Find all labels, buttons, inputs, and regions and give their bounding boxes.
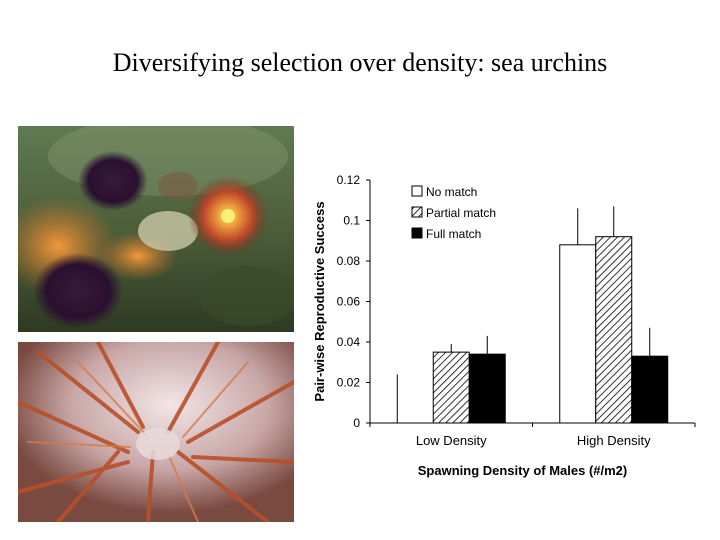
legend-swatch	[411, 185, 423, 197]
sea-urchin-spines-closeup-image	[18, 342, 294, 522]
bar	[559, 244, 597, 424]
bar	[468, 353, 506, 424]
y-tick-label: 0.02	[337, 376, 361, 390]
y-tick-label: 0.12	[337, 173, 361, 187]
bar-chart: 0 0.02 0.04 0.06 0.08 0.1 0.12 Low Density High …	[312, 173, 696, 478]
legend-swatch	[411, 206, 423, 218]
bar	[595, 236, 633, 424]
legend-swatch	[411, 227, 423, 239]
sea-urchin-spines-illustration	[18, 342, 294, 522]
y-tick-label: 0.1	[343, 214, 360, 228]
x-tick-label: Low Density	[416, 433, 487, 448]
x-axis-title: Spawning Density of Males (#/m2)	[418, 463, 628, 478]
bar	[631, 355, 669, 424]
legend-label: No match	[426, 185, 477, 199]
y-axis-title: Pair-wise Reproductive Success	[312, 201, 327, 401]
y-tick-label: 0.04	[337, 335, 361, 349]
y-tick-label: 0.08	[337, 254, 361, 268]
y-tick-label: 0.06	[337, 295, 361, 309]
bar	[432, 351, 470, 424]
underwater-sea-urchins-image	[18, 126, 294, 332]
slide-title: Diversifying selection over density: sea…	[112, 48, 608, 77]
x-tick-label: High Density	[577, 433, 651, 448]
underwater-sea-urchins-illustration	[18, 126, 294, 332]
legend-label: Partial match	[426, 206, 496, 220]
y-tick-label: 0	[353, 416, 360, 430]
legend-label: Full match	[426, 227, 481, 241]
